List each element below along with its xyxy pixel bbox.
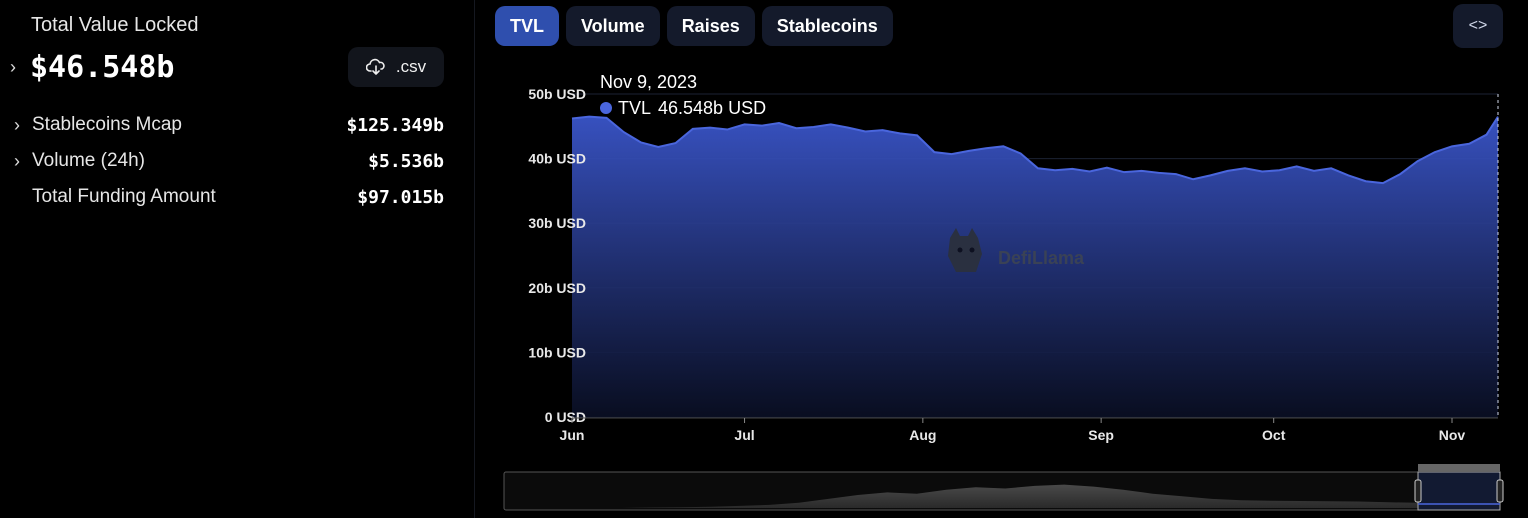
download-csv-button[interactable]: .csv xyxy=(348,47,444,87)
metric-total-funding: Total Funding Amount $97.015b xyxy=(14,186,444,208)
metric-value: $97.015b xyxy=(357,186,444,208)
tooltip-date: Nov 9, 2023 xyxy=(600,72,697,92)
metric-volume-24h[interactable]: › Volume (24h) $5.536b xyxy=(14,150,444,172)
metric-value: $125.349b xyxy=(346,114,444,136)
tooltip-series-dot xyxy=(600,102,612,114)
code-brackets-icon: <> xyxy=(1468,17,1488,34)
tooltip-value: 46.548b USD xyxy=(658,98,766,118)
x-axis: Jun Jul Aug Sep Oct Nov xyxy=(560,417,1498,443)
y-tick-label: 20b USD xyxy=(528,280,586,296)
metric-label: Total Funding Amount xyxy=(32,186,216,207)
tab-tvl[interactable]: TVL xyxy=(495,6,559,46)
csv-label: .csv xyxy=(395,57,427,76)
tab-stablecoins[interactable]: Stablecoins xyxy=(761,6,893,46)
y-tick-label: 40b USD xyxy=(528,151,586,167)
x-tick-label: Jul xyxy=(734,427,754,443)
brush-overview xyxy=(504,484,1418,508)
tooltip-series: TVL xyxy=(618,98,651,118)
embed-button[interactable]: <> xyxy=(1453,4,1503,48)
watermark-text: DefiLlama xyxy=(998,248,1085,268)
x-tick-label: Oct xyxy=(1262,427,1286,443)
brush-move-handle[interactable] xyxy=(1418,464,1500,472)
llama-logo-icon xyxy=(948,228,982,272)
watermark: DefiLlama xyxy=(948,228,1085,272)
summary-panel: Total Value Locked › $46.548b .csv › Stab… xyxy=(0,0,475,518)
tab-raises[interactable]: Raises xyxy=(666,6,755,46)
metric-label: Volume (24h) xyxy=(32,150,146,171)
x-tick-label: Sep xyxy=(1088,427,1114,443)
x-tick-label: Nov xyxy=(1439,427,1466,443)
metric-stablecoins-mcap[interactable]: › Stablecoins Mcap $125.349b xyxy=(14,114,444,136)
chevron-right-icon: › xyxy=(14,150,20,171)
x-tick-label: Aug xyxy=(909,427,936,443)
tvl-label: Total Value Locked xyxy=(31,14,199,36)
x-tick-label: Jun xyxy=(560,427,585,443)
cloud-download-icon xyxy=(365,58,385,75)
y-tick-label: 50b USD xyxy=(528,86,586,102)
chevron-right-icon[interactable]: › xyxy=(10,57,16,77)
metric-value: $5.536b xyxy=(368,150,444,172)
y-tick-label: 30b USD xyxy=(528,215,586,231)
tvl-row[interactable]: › $46.548b xyxy=(10,50,175,85)
chevron-right-icon: › xyxy=(14,114,20,135)
tvl-value: $46.548b xyxy=(30,50,175,85)
y-tick-label: 10b USD xyxy=(528,344,586,360)
brush-handle[interactable] xyxy=(1414,479,1422,503)
chart-tooltip: Nov 9, 2023 TVL 46.548b USD xyxy=(600,72,766,118)
metric-label: Stablecoins Mcap xyxy=(32,114,182,135)
tab-volume[interactable]: Volume xyxy=(566,6,660,46)
brush-handle[interactable] xyxy=(1496,479,1504,503)
y-tick-label: 0 USD xyxy=(545,409,586,425)
y-axis: 0 USD 10b USD 20b USD 30b USD 40b USD 50b USD xyxy=(528,86,586,425)
tvl-chart[interactable]: 0 USD 10b USD 20b USD 30b USD 40b USD 50b USD… xyxy=(476,56,1516,518)
range-brush[interactable] xyxy=(503,464,1504,511)
tvl-area xyxy=(572,116,1498,418)
chart-tabs: TVL Volume Raises Stablecoins xyxy=(495,6,893,46)
